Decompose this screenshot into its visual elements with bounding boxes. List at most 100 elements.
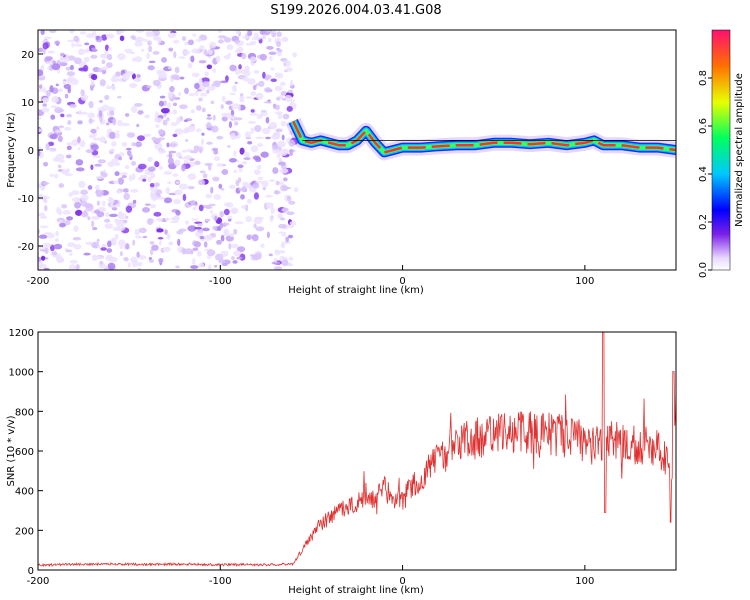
noise-speckle [43,198,48,204]
noise-speckle [117,95,122,99]
noise-speckle [183,119,189,123]
noise-speckle [149,182,155,188]
noise-speckle [273,257,278,263]
noise-speckle [49,133,58,140]
noise-speckle [38,234,48,239]
noise-speckle [65,66,72,71]
noise-speckle [134,235,143,239]
noise-speckle [192,206,197,211]
noise-speckle [198,262,204,268]
noise-speckle [279,94,283,100]
noise-speckle [87,216,91,221]
noise-speckle [123,219,128,223]
noise-speckle [62,210,72,215]
noise-speckle [221,262,228,267]
noise-speckle [90,73,98,81]
noise-speckle [281,207,289,212]
noise-speckle [149,248,154,256]
noise-speckle [116,130,120,133]
noise-speckle [78,110,83,116]
noise-speckle [287,234,294,239]
noise-speckle [292,52,297,58]
noise-speckle [175,181,180,184]
noise-speckle [231,256,235,260]
spectrogram-x-tick-label: -200 [27,276,50,287]
noise-speckle [204,71,209,77]
noise-speckle [96,238,100,243]
noise-speckle [253,192,259,200]
noise-speckle [255,180,264,184]
noise-speckle [118,30,125,34]
noise-speckle [133,78,141,82]
noise-speckle [38,262,44,269]
noise-speckle [269,55,273,62]
noise-speckle [115,203,121,208]
noise-speckle [217,35,227,39]
noise-speckle [121,141,128,147]
figure-title: S199.2026.004.03.41.G08 [270,3,441,18]
spectrogram-x-tick-label: 0 [399,276,405,287]
noise-speckle [228,121,233,129]
noise-speckle [268,179,276,182]
noise-speckle [184,139,189,142]
noise-speckle [40,215,48,220]
snr-y-tick-label: 600 [15,447,34,458]
noise-speckle [160,107,170,114]
noise-speckle [147,156,153,162]
noise-speckle [191,72,200,78]
noise-speckle [270,125,275,130]
noise-speckle [187,39,194,46]
noise-speckle [142,207,151,213]
noise-speckle [137,135,146,141]
noise-speckle [244,131,252,139]
noise-speckle [287,89,294,94]
noise-speckle [283,241,292,244]
noise-speckle [205,193,213,199]
noise-speckle [175,210,181,216]
noise-speckle [208,203,216,207]
noise-speckle [149,241,155,245]
noise-speckle [234,117,243,121]
noise-speckle [283,148,289,154]
noise-speckle [52,156,61,162]
noise-speckle [147,40,152,46]
noise-speckle [64,220,71,226]
noise-speckle [233,169,237,174]
noise-speckle [271,261,281,265]
noise-speckle [53,173,59,179]
noise-speckle [235,30,241,35]
noise-speckle [66,113,73,118]
noise-speckle [104,94,110,101]
noise-speckle [117,219,123,223]
noise-speckle [73,57,82,65]
noise-speckle [107,262,116,270]
noise-speckle [250,145,259,153]
noise-speckle [121,175,127,179]
noise-speckle [184,42,190,46]
noise-speckle [167,157,174,165]
noise-speckle [209,41,217,49]
noise-speckle [148,256,152,260]
noise-speckle [293,187,299,193]
noise-speckle [130,256,138,264]
noise-speckle [288,130,294,135]
noise-speckle [241,52,247,60]
noise-speckle [260,243,265,248]
noise-speckle [73,35,80,42]
noise-speckle [257,176,264,181]
noise-speckle [190,199,196,206]
noise-speckle [286,195,292,202]
noise-speckle [154,161,160,168]
noise-speckle [134,41,143,47]
noise-speckle [258,80,265,87]
noise-speckle [168,143,177,147]
noise-speckle [229,64,237,72]
snr-y-tick-label: 0 [28,566,34,577]
noise-speckle [274,72,283,76]
noise-speckle [126,132,136,138]
noise-speckle [220,104,224,110]
noise-speckle [96,256,105,260]
noise-speckle [111,85,116,91]
noise-speckle [96,200,101,206]
noise-speckle [179,76,185,80]
